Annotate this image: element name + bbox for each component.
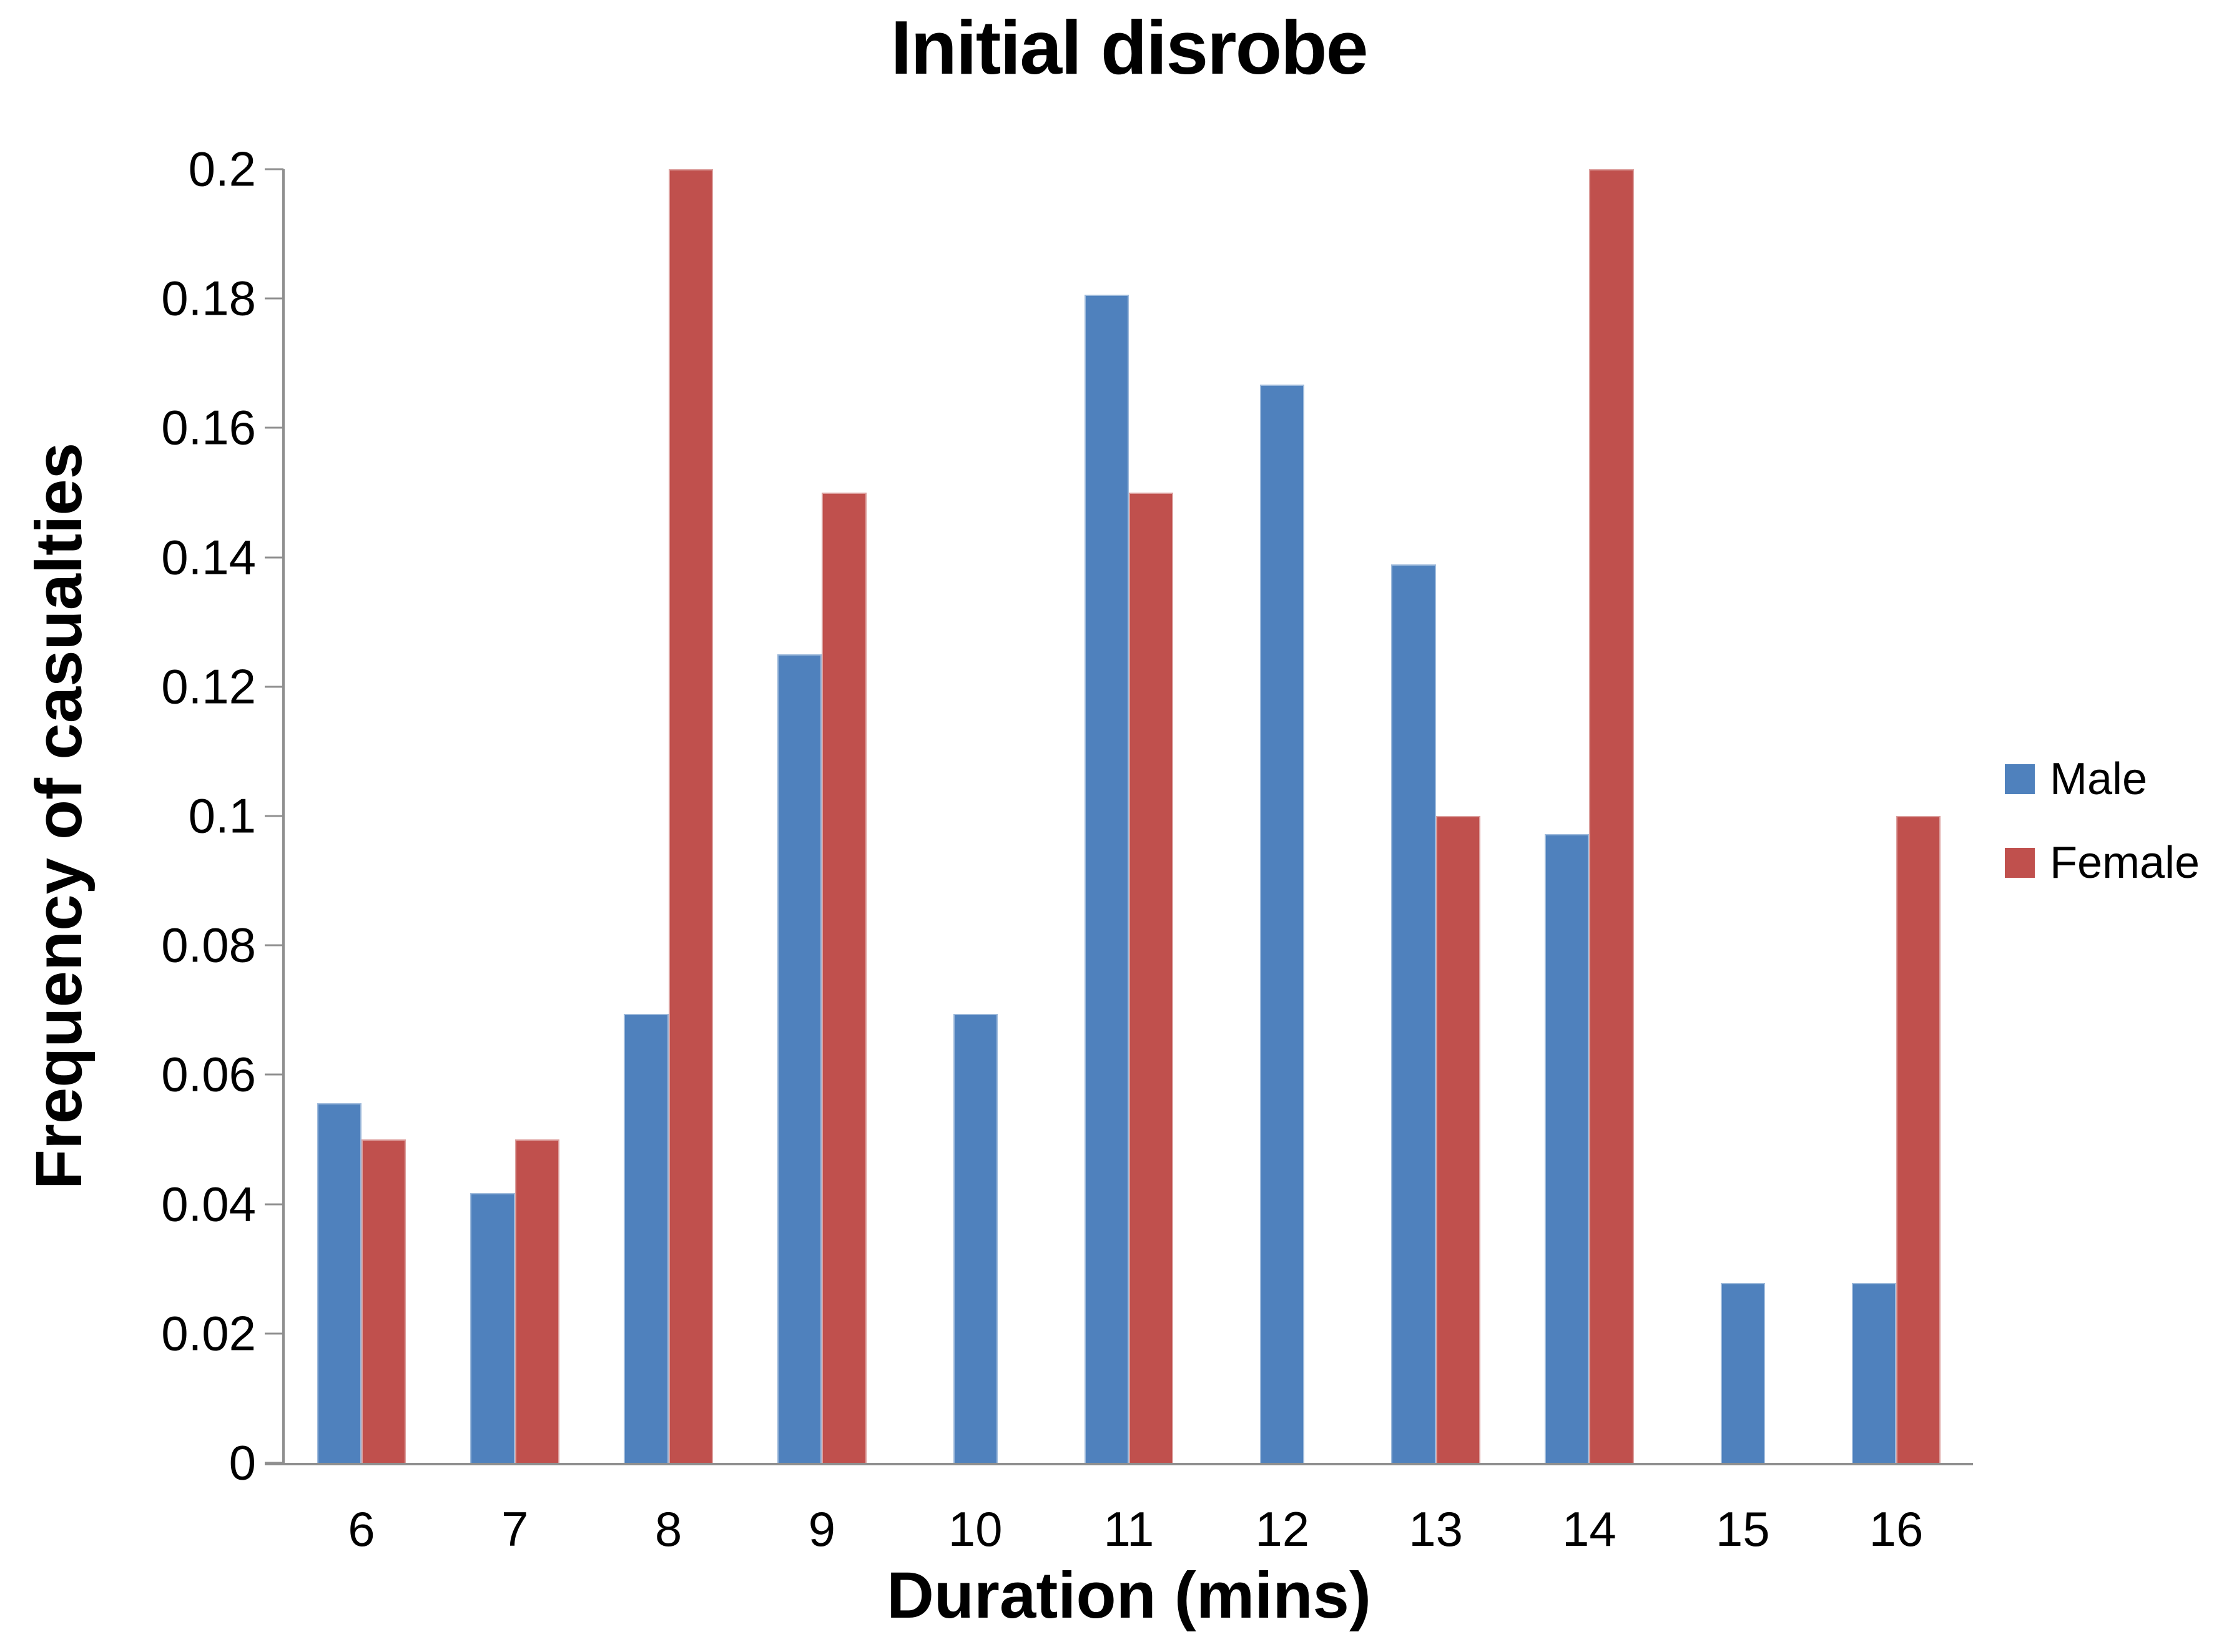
bar-group-16: [1819, 169, 1973, 1463]
male-series-swatch: [2005, 764, 2035, 794]
legend: Male Female: [2005, 757, 2200, 885]
bar-male-8: [624, 1014, 669, 1463]
x-tick-label-13: 13: [1409, 1502, 1463, 1556]
legend-label-male: Male: [2050, 754, 2148, 804]
bar-group-7: [438, 169, 592, 1463]
bar-group-11: [1052, 169, 1206, 1463]
y-tick-label: 0.02: [161, 1305, 256, 1361]
y-tick-label: 0.08: [161, 917, 256, 973]
bar-group-8: [592, 169, 745, 1463]
plot-area: [285, 169, 1973, 1463]
x-axis-line: [265, 1463, 1973, 1465]
y-tick-mark: [265, 168, 283, 170]
y-tick-mark: [265, 686, 283, 688]
y-tick-label: 0.1: [188, 788, 256, 843]
x-tick-label-7: 7: [501, 1502, 529, 1556]
x-tick-label-8: 8: [654, 1502, 682, 1556]
x-axis-title: Duration (mins): [887, 1559, 1371, 1632]
y-tick-label: 0.16: [161, 400, 256, 455]
y-tick-label: 0.06: [161, 1046, 256, 1102]
bar-male-6: [317, 1103, 362, 1463]
bar-group-10: [898, 169, 1052, 1463]
female-series-swatch: [2005, 848, 2035, 878]
legend-label-female: Female: [2050, 838, 2200, 888]
y-tick-mark: [265, 1203, 283, 1206]
x-tick-label-9: 9: [808, 1502, 836, 1556]
legend-item-male: Male: [2005, 757, 2200, 802]
y-axis-ticks: [265, 168, 283, 1464]
bar-group-6: [285, 169, 438, 1463]
bar-female-8: [668, 169, 713, 1463]
bar-female-14: [1589, 169, 1634, 1463]
bar-group-13: [1359, 169, 1513, 1463]
y-tick-label: 0.04: [161, 1176, 256, 1232]
bar-male-10: [953, 1014, 998, 1463]
bar-female-6: [361, 1139, 406, 1463]
x-tick-labels: 6 7 8 9 10 11 12 13 14 15 16: [285, 1501, 1973, 1558]
bar-female-11: [1128, 493, 1174, 1463]
bar-male-12: [1260, 385, 1305, 1463]
y-tick-label: 0.14: [161, 529, 256, 585]
bar-group-15: [1666, 169, 1819, 1463]
bar-group-12: [1206, 169, 1359, 1463]
y-tick-label: 0.12: [161, 659, 256, 714]
x-tick-label-12: 12: [1255, 1502, 1310, 1556]
x-tick-label-14: 14: [1562, 1502, 1616, 1556]
y-tick-label: 0.18: [161, 270, 256, 326]
bar-female-7: [514, 1139, 559, 1463]
x-tick-label-11: 11: [1103, 1502, 1154, 1556]
y-tick-mark: [265, 1073, 283, 1076]
x-tick-label-15: 15: [1715, 1502, 1770, 1556]
chart-title: Initial disrobe: [890, 5, 1368, 90]
x-tick-label-16: 16: [1869, 1502, 1924, 1556]
y-tick-mark: [265, 426, 283, 429]
bar-female-16: [1896, 816, 1941, 1463]
bar-group-14: [1513, 169, 1666, 1463]
bar-female-13: [1435, 816, 1480, 1463]
y-tick-mark: [265, 556, 283, 559]
y-tick-mark: [265, 944, 283, 946]
y-tick-label: 0.2: [188, 141, 256, 197]
bar-female-9: [822, 493, 867, 1463]
legend-item-female: Female: [2005, 840, 2200, 885]
bar-male-9: [777, 654, 822, 1463]
y-tick-label: 0: [229, 1435, 256, 1490]
bar-male-11: [1084, 294, 1129, 1463]
bar-male-7: [470, 1193, 515, 1463]
bar-male-15: [1720, 1283, 1765, 1463]
bar-male-16: [1851, 1283, 1897, 1463]
y-tick-mark: [265, 297, 283, 300]
bar-male-14: [1545, 834, 1590, 1463]
x-tick-label-10: 10: [948, 1502, 1003, 1556]
y-axis-line: [282, 169, 285, 1465]
y-tick-labels: 0.2 0.18 0.16 0.14 0.12 0.1 0.08 0.06 0.04 0.02 0: [37, 142, 256, 1490]
x-tick-label-6: 6: [348, 1502, 375, 1556]
y-tick-mark: [265, 1332, 283, 1335]
y-tick-mark: [265, 815, 283, 817]
bar-male-13: [1391, 564, 1436, 1463]
bar-group-9: [745, 169, 898, 1463]
